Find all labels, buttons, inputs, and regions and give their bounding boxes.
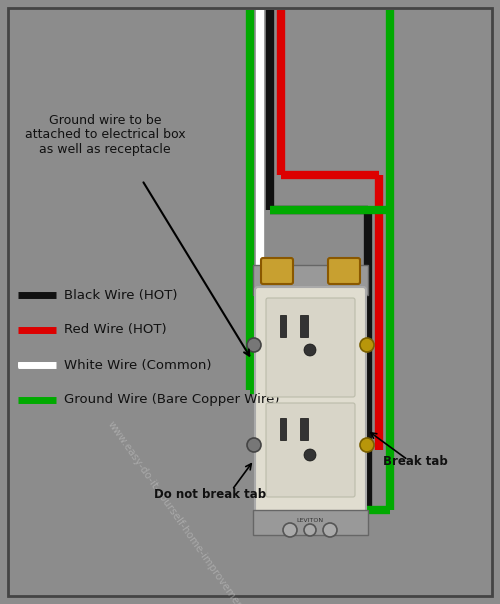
FancyBboxPatch shape [261,258,293,284]
FancyBboxPatch shape [253,265,368,295]
Circle shape [360,438,374,452]
FancyBboxPatch shape [253,510,368,535]
Text: www.easy-do-it-yourself-home-improvements.com: www.easy-do-it-yourself-home-improvement… [106,419,264,604]
Bar [300,418,308,440]
Circle shape [247,438,261,452]
Text: LEVITON: LEVITON [296,518,324,523]
FancyBboxPatch shape [266,298,355,397]
FancyBboxPatch shape [328,258,360,284]
Bar [280,315,286,337]
Text: Ground Wire (Bare Copper Wire): Ground Wire (Bare Copper Wire) [64,393,280,406]
Text: White Wire (Common): White Wire (Common) [64,359,212,371]
Circle shape [304,524,316,536]
Text: Do not break tab: Do not break tab [154,488,266,501]
Circle shape [304,344,316,356]
Circle shape [323,523,337,537]
Text: Red Wire (HOT): Red Wire (HOT) [64,324,166,336]
Text: Ground wire to be
attached to electrical box
as well as receptacle: Ground wire to be attached to electrical… [24,114,186,156]
Circle shape [360,338,374,352]
Circle shape [247,338,261,352]
Bar [280,418,286,440]
Text: Break tab: Break tab [382,455,448,468]
Text: Black Wire (HOT): Black Wire (HOT) [64,289,178,301]
Circle shape [304,449,316,461]
Circle shape [283,523,297,537]
Bar [300,315,308,337]
FancyBboxPatch shape [266,403,355,497]
FancyBboxPatch shape [255,287,366,513]
